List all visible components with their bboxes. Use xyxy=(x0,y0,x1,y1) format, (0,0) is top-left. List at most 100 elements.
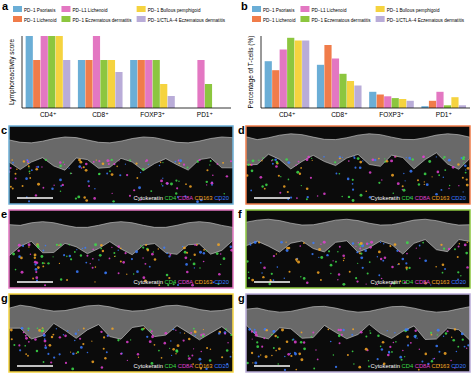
cell xyxy=(406,157,407,158)
bar xyxy=(295,41,302,109)
cell xyxy=(248,271,250,273)
cell xyxy=(258,355,260,357)
bar xyxy=(26,36,33,108)
cell xyxy=(80,346,83,349)
cell xyxy=(25,177,28,180)
cell xyxy=(276,253,277,254)
legend-swatch xyxy=(252,16,261,22)
bar xyxy=(339,74,346,108)
cell xyxy=(193,348,194,349)
cell xyxy=(299,245,301,247)
cell xyxy=(32,278,34,280)
cell xyxy=(138,186,141,189)
cell xyxy=(251,352,253,354)
bar xyxy=(78,60,85,108)
legend-label: PD−1 Psoriasis xyxy=(263,8,295,13)
legend-item: PD−1 Eczematous dermatitis xyxy=(61,16,132,23)
cell xyxy=(336,173,338,175)
stain-label: CD8A xyxy=(176,363,193,369)
cell xyxy=(120,353,122,355)
cell xyxy=(299,173,301,175)
stain-label: CD20 xyxy=(450,195,466,201)
bar xyxy=(302,41,309,109)
cell xyxy=(196,244,198,246)
cell xyxy=(277,336,279,338)
cell xyxy=(352,350,354,352)
cell xyxy=(313,368,315,370)
cell xyxy=(402,350,404,352)
cell xyxy=(197,160,198,161)
cell xyxy=(37,266,40,269)
cell xyxy=(75,332,77,334)
cell xyxy=(29,173,30,174)
panel-label: b xyxy=(241,0,248,12)
cell xyxy=(68,167,69,168)
cell xyxy=(318,257,319,258)
panel-label: c xyxy=(1,124,7,136)
cell xyxy=(298,161,300,163)
bar xyxy=(145,60,152,108)
cell xyxy=(111,159,113,161)
cell xyxy=(162,185,164,187)
cell xyxy=(342,254,345,257)
cell xyxy=(372,158,375,161)
cell xyxy=(199,251,202,254)
cell xyxy=(352,189,354,191)
cell xyxy=(59,161,61,163)
cell xyxy=(402,189,403,190)
bar xyxy=(100,60,107,108)
cell xyxy=(12,252,15,255)
cell xyxy=(381,179,382,180)
cell xyxy=(70,258,72,260)
cell xyxy=(26,159,28,161)
epidermis xyxy=(246,219,470,254)
cell xyxy=(202,334,204,336)
cell xyxy=(74,251,76,253)
cell xyxy=(252,159,255,162)
stain-label: CD163 xyxy=(430,195,450,201)
cell xyxy=(170,183,173,186)
cell xyxy=(183,164,185,166)
cell xyxy=(266,329,268,331)
cell xyxy=(94,243,97,246)
cell xyxy=(85,262,87,264)
cell xyxy=(12,188,14,190)
cell xyxy=(206,347,208,349)
cell xyxy=(52,256,53,257)
cell xyxy=(330,273,331,274)
cell xyxy=(287,191,289,193)
cell xyxy=(220,264,221,265)
cell xyxy=(28,163,29,164)
stain-label: CD20 xyxy=(213,279,229,285)
cell xyxy=(356,251,358,253)
cell xyxy=(407,344,409,346)
cell xyxy=(188,355,190,357)
cell xyxy=(466,184,469,187)
cell xyxy=(79,338,81,340)
bar xyxy=(287,38,294,108)
legend-item: PD−1 Bullous pemphigoid xyxy=(376,6,440,13)
cell xyxy=(409,170,412,173)
cell xyxy=(111,327,113,329)
cell xyxy=(359,161,362,164)
cell xyxy=(339,173,341,175)
cell xyxy=(42,265,44,267)
x-tick-label: PD1⁺ xyxy=(436,111,452,118)
cell xyxy=(278,175,280,177)
cell xyxy=(184,256,187,259)
background xyxy=(246,126,470,204)
cell xyxy=(59,263,60,264)
cell xyxy=(452,166,455,169)
cell xyxy=(177,344,180,347)
panel-label: e xyxy=(1,208,7,220)
panel-label: g xyxy=(1,292,8,304)
cell xyxy=(78,330,79,331)
micrograph xyxy=(9,126,233,204)
cell xyxy=(312,160,313,161)
cell xyxy=(370,332,372,334)
cell xyxy=(348,160,350,162)
cell xyxy=(202,333,205,336)
y-axis-label: Percentage of T-cells (%) xyxy=(247,36,255,109)
cell xyxy=(138,357,139,358)
cell xyxy=(45,245,47,247)
